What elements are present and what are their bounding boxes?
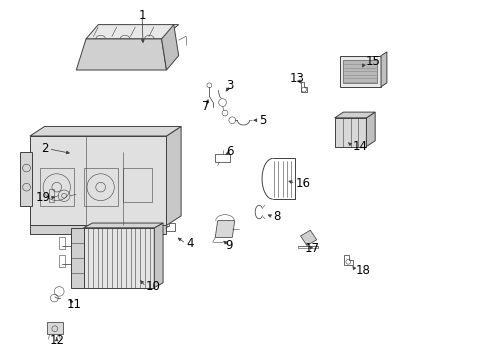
Text: 6: 6 [225,145,233,158]
Text: 12: 12 [49,334,64,347]
Text: 18: 18 [355,264,370,277]
Text: 5: 5 [259,114,266,127]
Polygon shape [86,24,178,39]
Text: 3: 3 [226,79,233,92]
Bar [40,168,74,206]
Polygon shape [380,52,386,87]
Bar [49,189,54,202]
Polygon shape [215,221,234,237]
Text: 4: 4 [185,237,193,250]
Bar [215,154,229,162]
Bar [59,255,65,267]
Text: 8: 8 [272,210,280,223]
Polygon shape [71,228,83,288]
Bar [83,168,118,206]
Text: 10: 10 [146,280,161,293]
Polygon shape [83,223,163,228]
Bar [343,59,376,83]
Polygon shape [366,112,374,147]
Polygon shape [30,136,166,225]
Polygon shape [20,152,32,206]
Polygon shape [30,225,166,234]
Text: 2: 2 [41,143,48,156]
Text: 9: 9 [224,239,232,252]
Text: 13: 13 [289,72,304,85]
Text: 14: 14 [352,140,367,153]
Text: 7: 7 [202,100,209,113]
Bar [47,323,62,334]
Polygon shape [30,126,181,136]
Text: 11: 11 [66,298,81,311]
Text: 15: 15 [365,55,380,68]
Polygon shape [334,112,374,118]
Bar [59,237,65,249]
Polygon shape [334,118,366,147]
Text: 1: 1 [138,9,145,22]
Polygon shape [83,228,154,288]
Polygon shape [300,230,316,246]
Text: 19: 19 [35,191,50,204]
Polygon shape [161,24,178,70]
Bar [122,168,152,202]
Polygon shape [154,223,163,288]
Polygon shape [76,39,166,70]
Text: 17: 17 [304,242,319,255]
Polygon shape [166,126,181,225]
Text: 16: 16 [295,177,310,190]
Polygon shape [339,56,380,87]
